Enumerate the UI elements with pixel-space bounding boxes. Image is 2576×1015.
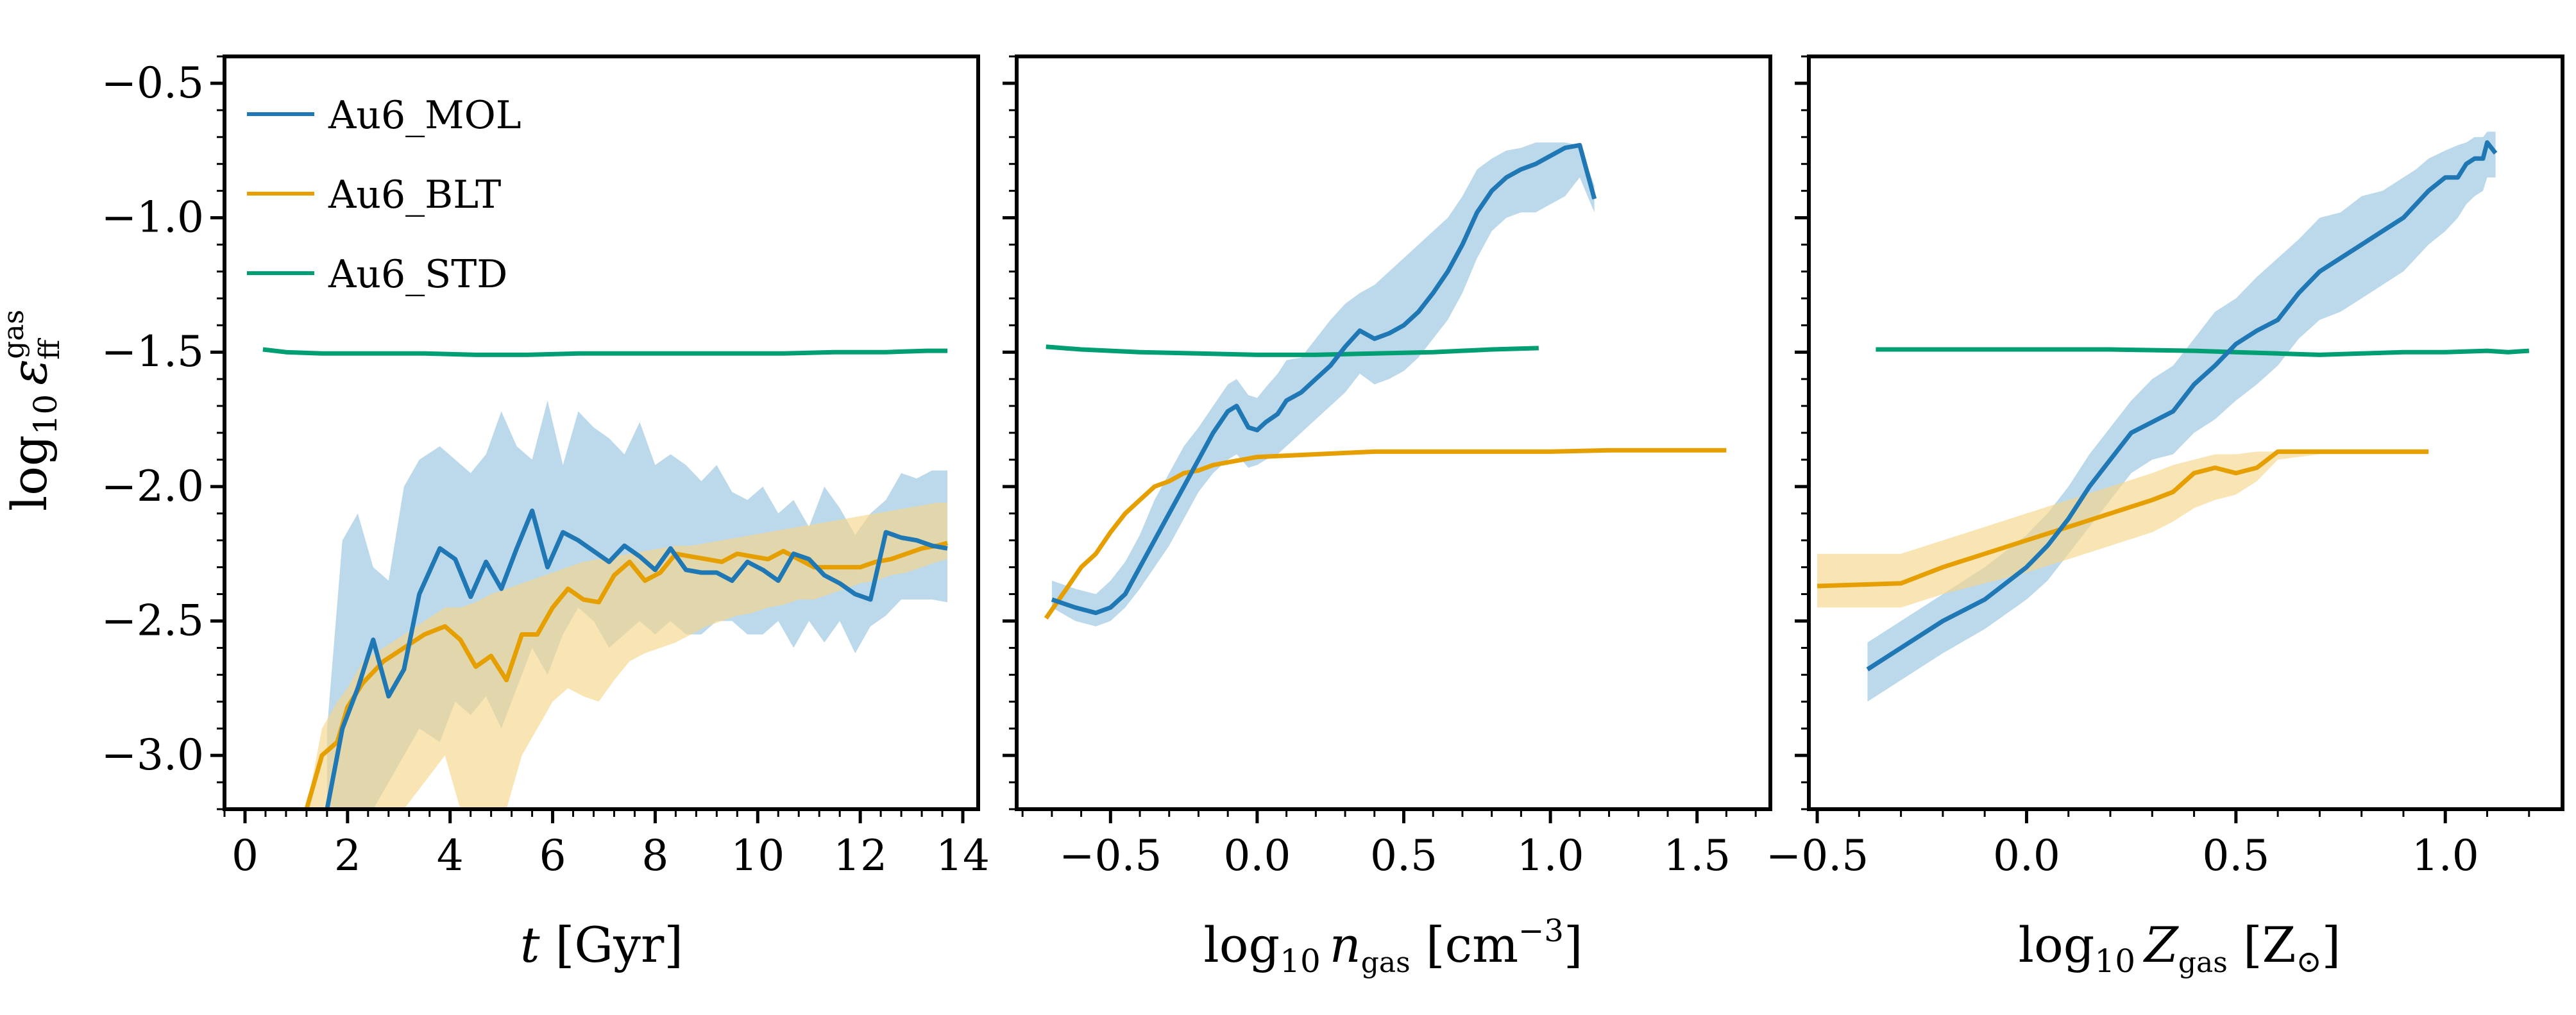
x-axis-label-metallicity-sub: 10 <box>2094 943 2135 980</box>
x-tick-label: 1.5 <box>1663 831 1731 880</box>
x-tick-label: −0.5 <box>1059 831 1162 880</box>
line-mol <box>325 508 948 809</box>
band-mol <box>1051 142 1595 626</box>
y-axis-label-sub: 10 <box>27 394 64 435</box>
x-tick-label: 0.0 <box>1223 831 1291 880</box>
y-axis-label: log10 εgas ff <box>0 310 66 511</box>
x-axis-label-density-close: ] <box>1564 916 1583 973</box>
y-tick-label: −1.0 <box>101 193 204 242</box>
y-axis-label-main: log <box>1 435 58 511</box>
x-tick-label: 0 <box>232 831 258 880</box>
x-axis-label-metallicity-close: ] <box>2322 916 2341 973</box>
x-tick-label: 14 <box>936 831 990 880</box>
x-axis-label-density-main: log <box>1203 916 1280 973</box>
x-axis-label-density-sym: n <box>1330 916 1361 973</box>
panel-middle-density: −0.5 0.0 0.5 1.0 1.5 <box>1003 55 1772 880</box>
panel-left-time: 0 2 4 6 8 10 12 14 −3.0 −2.5 −2.0 −1.5 −1.0 −0.5 <box>101 55 990 880</box>
x-tick-label: 4 <box>437 831 464 880</box>
x-axis-label-density-sup: −3 <box>1518 913 1564 949</box>
line-std <box>262 347 947 357</box>
x-tick-label: 12 <box>833 831 887 880</box>
plot-area <box>1044 142 1727 626</box>
legend-label-mol: Au6_MOL <box>328 93 521 138</box>
x-tick-label: 0.5 <box>2202 831 2269 880</box>
y-axis-label-sym: ε <box>1 359 58 385</box>
x-axis-label-density-symsub: gas <box>1361 946 1411 979</box>
x-tick-label: 2 <box>334 831 361 880</box>
x-tick-label: 8 <box>641 831 668 880</box>
axes-frame <box>1015 55 1772 811</box>
y-axis-label-sup: gas <box>0 310 30 359</box>
y-tick-label: −2.0 <box>101 462 204 511</box>
line-blt <box>1817 449 2429 589</box>
line-blt <box>304 541 948 809</box>
x-tick-label: 0.5 <box>1370 831 1437 880</box>
x-axis-label-time: t [Gyr] <box>520 916 683 973</box>
x-axis-label-metallicity-sub2: ⊙ <box>2296 944 2321 980</box>
legend-label-std: Au6_STD <box>328 252 507 297</box>
x-axis-label-metallicity-rest: [Z <box>2228 916 2296 973</box>
x-tick-label: 1.0 <box>1517 831 1584 880</box>
y-tick-label: −0.5 <box>101 58 204 108</box>
x-tick-label: 6 <box>539 831 566 880</box>
x-axis-label-metallicity-symsub: gas <box>2178 946 2228 979</box>
legend: Au6_MOL Au6_BLT Au6_STD <box>247 93 521 297</box>
x-axis-label-density-rest: [cm <box>1411 916 1518 973</box>
x-axis-label-density-sub: 10 <box>1280 943 1321 980</box>
y-tick-label: −2.5 <box>101 596 204 646</box>
x-axis-label-metallicity-sym: Z <box>2143 916 2179 973</box>
panel-right-metallicity: −0.5 0.0 0.5 1.0 <box>1766 55 2564 880</box>
legend-label-blt: Au6_BLT <box>328 172 501 217</box>
x-axis-label-density: log10 ngas [cm−3] <box>1203 913 1582 980</box>
line-std <box>1046 344 1539 357</box>
line-mol <box>1866 140 2498 671</box>
y-tick-label: −3.0 <box>101 730 204 780</box>
band-blt <box>306 503 947 809</box>
band-blt <box>1817 451 2429 608</box>
y-axis-label-sub2: ff <box>33 338 66 360</box>
line-mol <box>1051 142 1597 616</box>
x-axis-label-time-rest: [Gyr] <box>540 916 683 973</box>
plot-area <box>1817 131 2530 702</box>
line-std <box>1876 347 2530 357</box>
x-tick-label: 10 <box>731 831 784 880</box>
y-tick-label: −1.5 <box>101 327 204 376</box>
x-tick-label: 1.0 <box>2412 831 2479 880</box>
line-blt <box>1044 448 1727 620</box>
x-axis-label-metallicity: log10 Zgas [Z⊙] <box>2019 916 2341 980</box>
x-axis-label-metallicity-main: log <box>2019 916 2095 973</box>
plot-area <box>262 347 948 809</box>
x-tick-label: −0.5 <box>1766 831 1868 880</box>
x-axis-label-time-sym: t <box>520 916 540 973</box>
x-tick-label: 0.0 <box>1993 831 2060 880</box>
